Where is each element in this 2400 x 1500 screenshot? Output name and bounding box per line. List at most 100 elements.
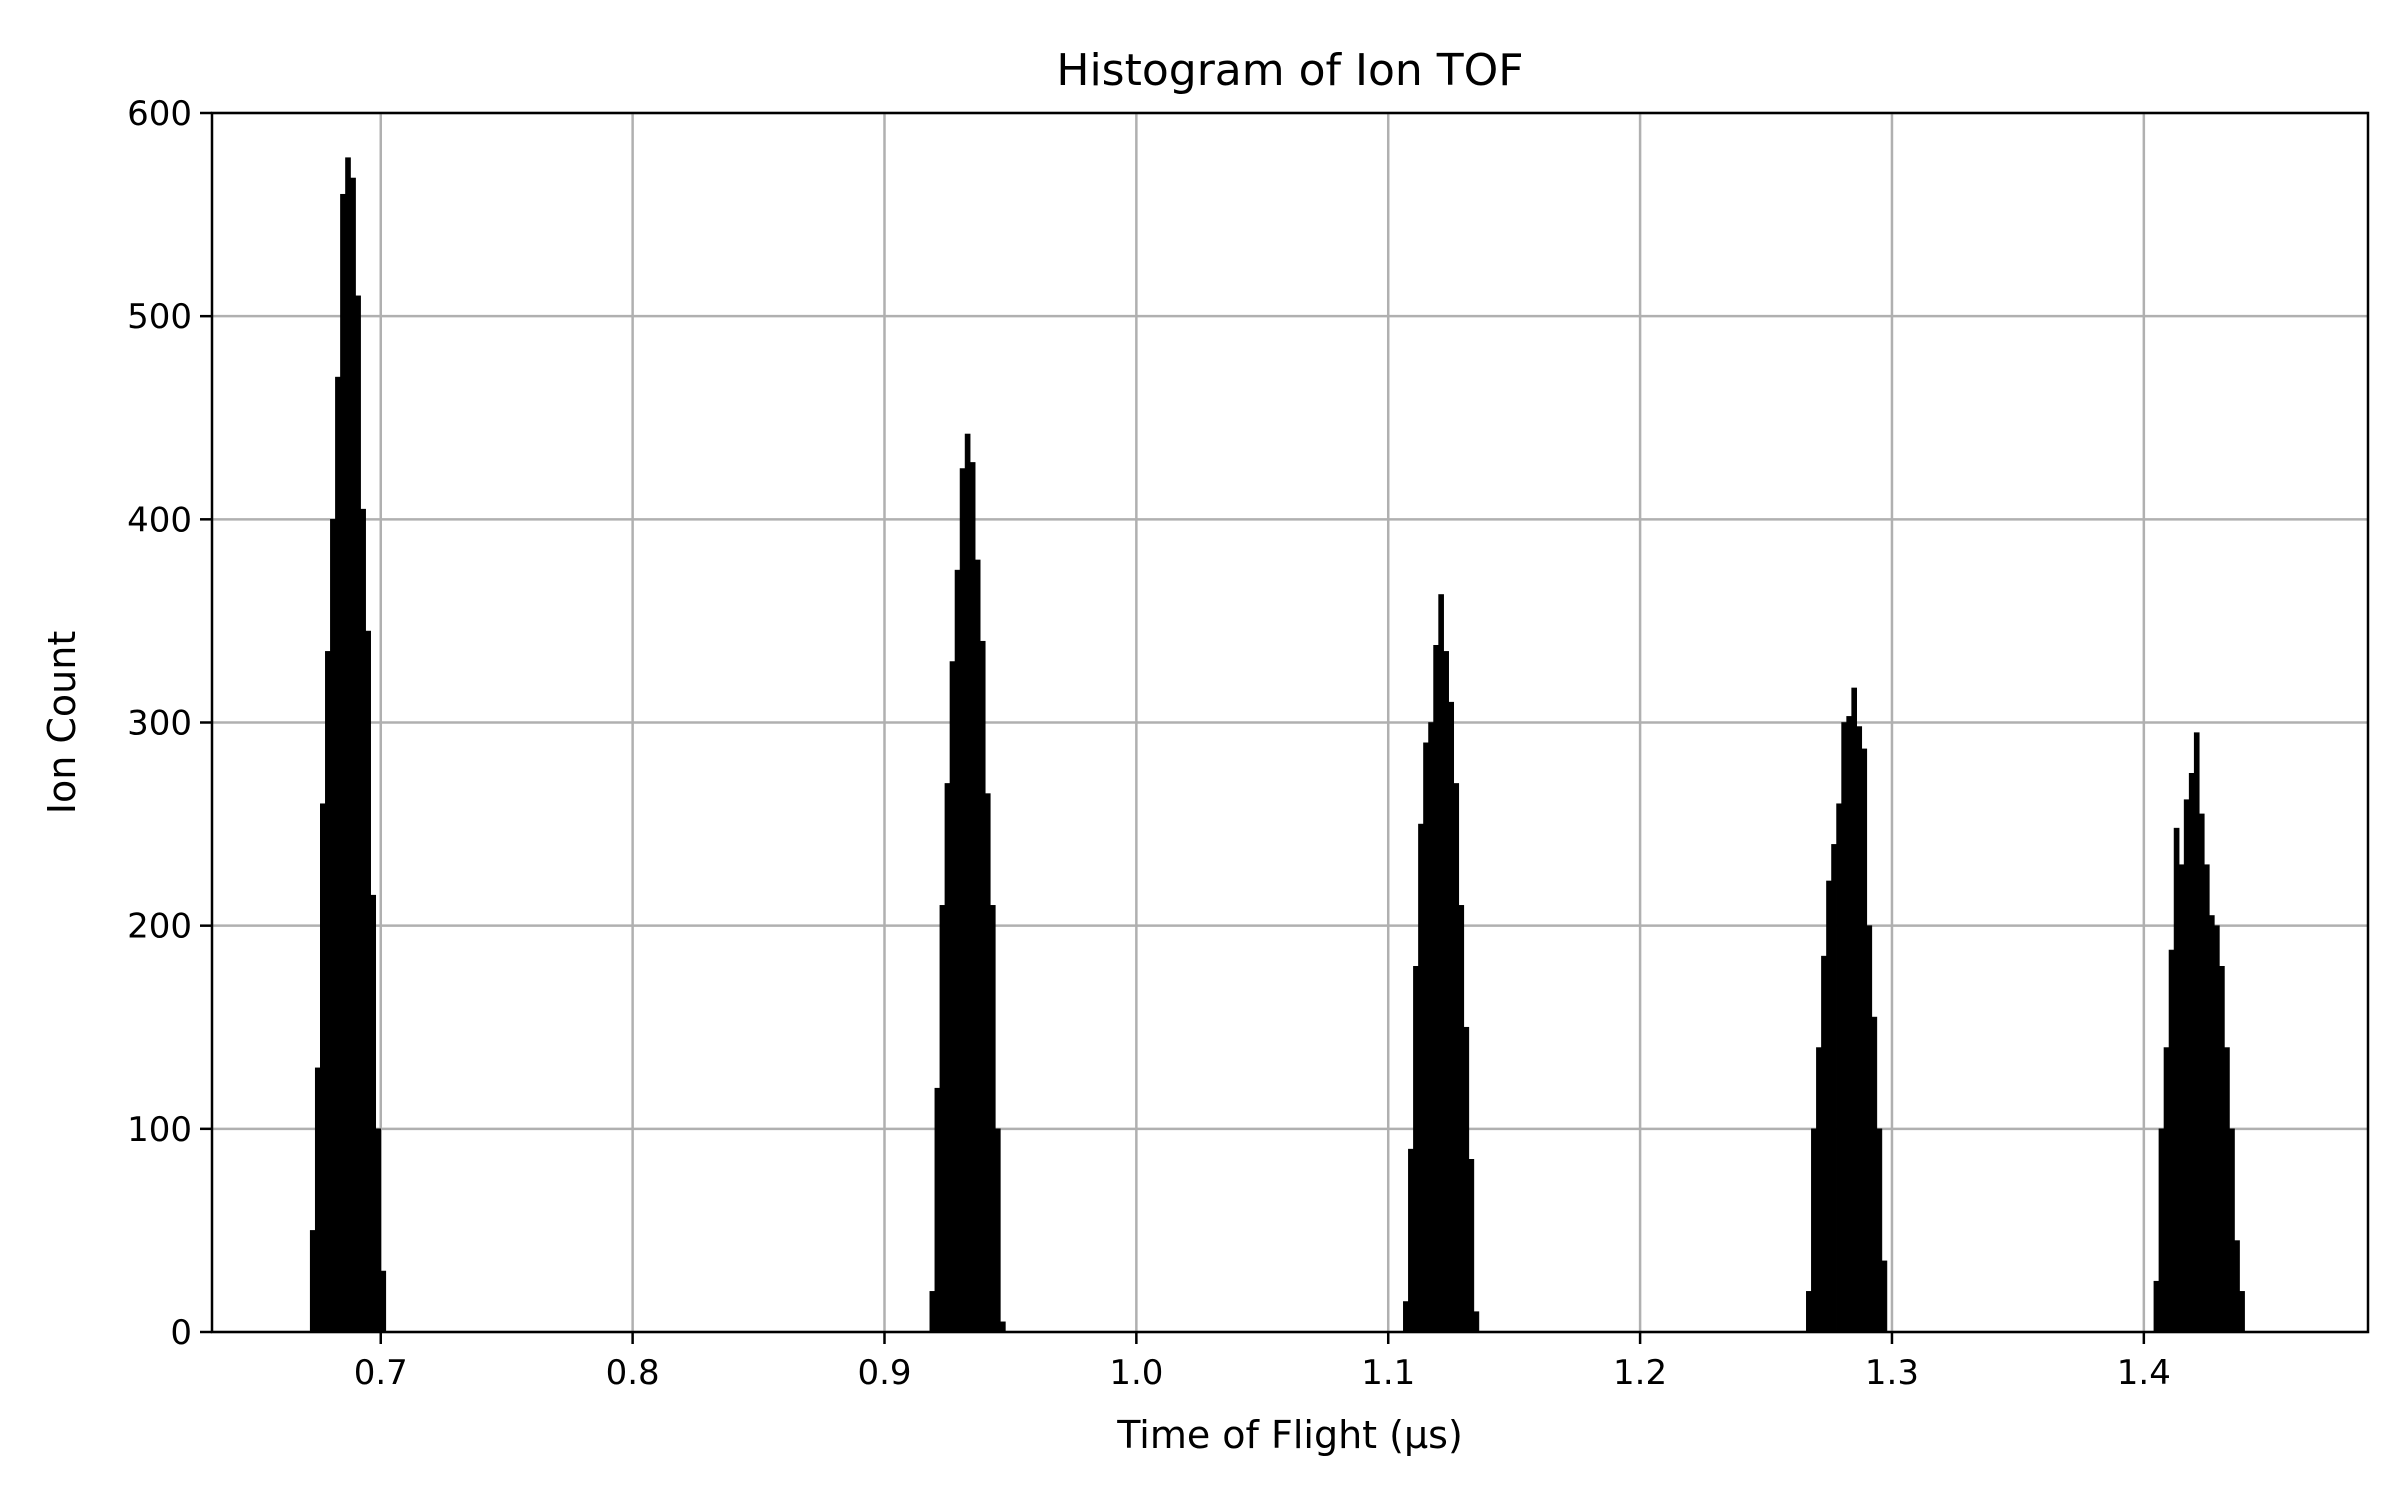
histogram-bar bbox=[360, 508, 366, 1333]
y-tick-label: 0 bbox=[170, 1313, 192, 1353]
histogram-bar bbox=[1816, 1047, 1822, 1333]
histogram-bar bbox=[1438, 594, 1444, 1333]
y-tick-label: 200 bbox=[127, 907, 192, 947]
histogram-bar bbox=[1866, 925, 1873, 1333]
y-tick-label: 300 bbox=[127, 704, 192, 744]
histogram-bar bbox=[2203, 864, 2210, 1333]
histogram-bar bbox=[1881, 1260, 1888, 1333]
histogram-bar bbox=[345, 157, 351, 1333]
histogram-bar bbox=[939, 905, 946, 1333]
histogram-bar bbox=[335, 376, 341, 1333]
histogram-bar bbox=[949, 661, 956, 1333]
histogram-bar bbox=[1453, 783, 1460, 1333]
x-axis-label: Time of Flight (µs) bbox=[1116, 1413, 1463, 1457]
histogram-bar bbox=[1826, 880, 1832, 1333]
histogram-bar bbox=[1413, 965, 1419, 1333]
x-tick-label: 0.7 bbox=[354, 1353, 408, 1393]
histogram-bar bbox=[984, 793, 991, 1333]
histogram-bar bbox=[375, 1128, 382, 1333]
histogram-bar bbox=[1876, 1128, 1883, 1333]
histogram-bar bbox=[2219, 965, 2225, 1333]
histogram-bar bbox=[929, 1291, 936, 1333]
y-tick-label: 100 bbox=[127, 1110, 192, 1150]
histogram-bar bbox=[1463, 1026, 1470, 1333]
histogram-bar bbox=[1000, 1321, 1006, 1333]
histogram-bar bbox=[1851, 687, 1858, 1333]
histogram-bar bbox=[1856, 726, 1863, 1333]
ticks-layer: 0.7 0.8 0.9 1.0 1.1 1.2 1.3 1.4 0 100 200 300 400 500… bbox=[127, 94, 2171, 1393]
histogram-bar bbox=[380, 1270, 387, 1333]
chart-title: Histogram of Ion TOF bbox=[1056, 45, 1523, 96]
histogram-bar bbox=[365, 630, 371, 1333]
histogram-bar bbox=[2158, 1128, 2165, 1333]
histogram-bar bbox=[2214, 925, 2220, 1333]
y-axis-label: Ion Count bbox=[40, 631, 84, 814]
histogram-bar bbox=[1871, 1016, 1878, 1333]
x-tick-label: 0.8 bbox=[606, 1353, 660, 1393]
histogram-bar bbox=[974, 559, 981, 1333]
histogram-bar bbox=[969, 462, 976, 1333]
histogram-bar bbox=[964, 433, 971, 1333]
histogram-bar bbox=[1403, 1301, 1409, 1333]
x-tick-label: 1.0 bbox=[1109, 1353, 1163, 1393]
histogram-bar bbox=[309, 1230, 316, 1333]
histogram-bar bbox=[954, 569, 961, 1333]
x-tick-label: 1.4 bbox=[2117, 1353, 2171, 1393]
histogram-bar bbox=[1408, 1148, 1414, 1333]
histogram-bar bbox=[1443, 651, 1449, 1333]
histogram-bar bbox=[1861, 748, 1868, 1333]
histogram-bar bbox=[2209, 915, 2215, 1333]
histogram-bar bbox=[330, 519, 336, 1333]
histogram-bar bbox=[1423, 742, 1429, 1333]
histogram-bar bbox=[2234, 1240, 2240, 1333]
histogram-bar bbox=[944, 783, 951, 1333]
histogram-bar bbox=[2183, 799, 2190, 1333]
x-tick-label: 1.3 bbox=[1865, 1353, 1919, 1393]
y-tick-label: 600 bbox=[127, 94, 192, 134]
histogram-bar bbox=[1418, 823, 1424, 1333]
histogram-bar bbox=[355, 295, 361, 1333]
histogram-bar bbox=[314, 1067, 321, 1333]
histogram-bar bbox=[2193, 732, 2200, 1333]
histogram-bar bbox=[320, 803, 326, 1333]
histogram-bar bbox=[2198, 813, 2205, 1333]
histogram-bar bbox=[2173, 827, 2180, 1333]
histogram-bar bbox=[2224, 1047, 2230, 1333]
histogram-bar bbox=[2239, 1291, 2245, 1333]
x-tick-label: 1.1 bbox=[1361, 1353, 1415, 1393]
histogram-bar bbox=[1806, 1291, 1812, 1333]
histogram-bar bbox=[1448, 701, 1455, 1333]
histogram-bar bbox=[959, 468, 966, 1333]
x-tick-label: 1.2 bbox=[1613, 1353, 1667, 1393]
histogram-bar bbox=[2153, 1280, 2160, 1333]
histogram-bar bbox=[340, 193, 346, 1333]
histogram-bar bbox=[1468, 1159, 1475, 1333]
histogram-bar bbox=[989, 905, 996, 1333]
histogram-bar bbox=[995, 1128, 1001, 1333]
histogram-bar bbox=[350, 177, 356, 1333]
histogram-bar bbox=[1821, 955, 1827, 1333]
histogram-bar bbox=[1428, 722, 1434, 1333]
histogram-bar bbox=[979, 640, 986, 1333]
histogram-bar bbox=[1433, 644, 1439, 1333]
histogram-bar bbox=[1811, 1128, 1817, 1333]
histogram-bar bbox=[1841, 722, 1847, 1333]
histogram-bar bbox=[1473, 1311, 1480, 1333]
histogram-bar bbox=[1458, 905, 1465, 1333]
histogram-bar bbox=[2188, 772, 2195, 1333]
histogram-bar bbox=[1836, 803, 1842, 1333]
y-tick-label: 400 bbox=[127, 500, 192, 540]
histogram-bar bbox=[2229, 1128, 2235, 1333]
histogram-bar bbox=[325, 651, 331, 1333]
histogram-bar bbox=[2178, 864, 2185, 1333]
y-tick-label: 500 bbox=[127, 297, 192, 337]
x-tick-label: 0.9 bbox=[857, 1353, 911, 1393]
histogram-bar bbox=[934, 1087, 941, 1333]
histogram-bar bbox=[1846, 716, 1852, 1333]
histogram-bar bbox=[1831, 844, 1837, 1333]
histogram-bar bbox=[2168, 949, 2175, 1333]
histogram-bar bbox=[370, 894, 377, 1333]
histogram-bar bbox=[2163, 1047, 2170, 1333]
